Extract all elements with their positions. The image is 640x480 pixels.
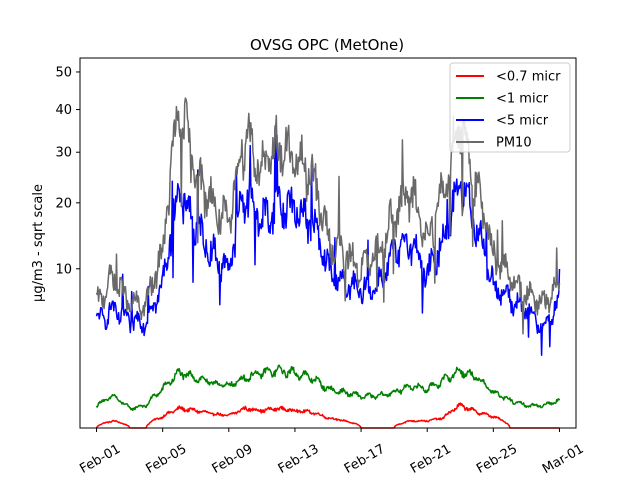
x-tick-label: Feb-17 xyxy=(342,442,388,477)
x-axis: Feb-01 Feb-05 Feb-09 Feb-13 Feb-17 Feb-21 Feb-… xyxy=(77,428,586,477)
legend-label: <1 micr xyxy=(496,92,549,107)
series-line xyxy=(95,364,561,411)
x-tick-label: Mar-01 xyxy=(540,442,586,477)
x-tick-label: Feb-09 xyxy=(210,442,256,477)
y-tick-label: 20 xyxy=(55,196,72,211)
series-line xyxy=(95,128,561,356)
legend-label: PM10 xyxy=(496,136,532,151)
plot-frame xyxy=(79,57,577,429)
x-tick-label: Feb-21 xyxy=(408,442,454,477)
y-axis-label: µg/m3 - sqrt scale xyxy=(31,184,46,302)
legend: <0.7 micr <1 micr <5 micr PM10 xyxy=(449,62,571,153)
y-tick-label: 50 xyxy=(55,65,72,80)
legend-label: <5 micr xyxy=(496,114,549,129)
chart-title: OVSG OPC (MetOne) xyxy=(250,36,404,54)
plot-lines xyxy=(95,97,561,429)
x-tick-label: Feb-05 xyxy=(144,442,190,477)
series-line xyxy=(95,402,560,429)
x-tick-label: Feb-13 xyxy=(276,442,322,477)
y-tick-label: 30 xyxy=(55,146,72,161)
x-tick-label: Feb-01 xyxy=(77,442,123,477)
legend-label: <0.7 micr xyxy=(496,70,561,85)
x-tick-label: Feb-25 xyxy=(474,442,520,477)
y-tick-label: 40 xyxy=(55,103,72,118)
series-line xyxy=(95,97,561,335)
y-axis: 10 20 30 40 50 xyxy=(55,65,80,277)
legend-box xyxy=(449,62,571,153)
y-tick-label: 10 xyxy=(55,262,72,277)
